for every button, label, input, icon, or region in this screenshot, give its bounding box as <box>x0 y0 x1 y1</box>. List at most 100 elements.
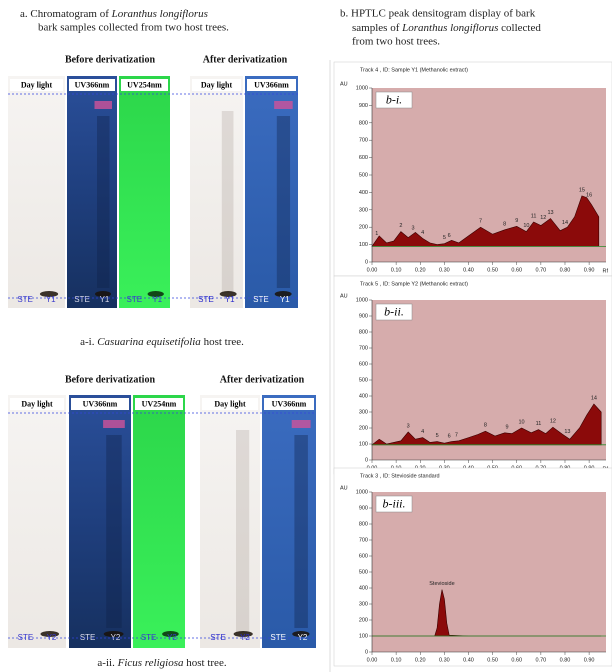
tlc-plate <box>8 76 65 308</box>
tlc-plate <box>190 76 243 308</box>
heading: After derivatization <box>220 374 305 385</box>
x-tick-label: 0.90 <box>584 657 595 663</box>
y-tick-label: 800 <box>359 521 368 527</box>
plate-label: Day light <box>21 80 53 89</box>
x-tick-label: 0.90 <box>584 267 595 273</box>
band <box>95 101 113 109</box>
y-tick-label: 700 <box>359 138 368 144</box>
lane-label: STE <box>253 295 269 304</box>
x-tick-label: 0.50 <box>487 267 498 273</box>
tlc-plate <box>133 395 185 648</box>
plate-label: Day light <box>21 399 53 408</box>
lane-label: STE <box>127 295 143 304</box>
y-tick-label: 900 <box>359 313 368 319</box>
x-tick-label: 0.30 <box>439 267 450 273</box>
y-tick-label: 500 <box>359 172 368 178</box>
plate-label: UV366nm <box>272 399 307 408</box>
y-tick-label: 300 <box>359 409 368 415</box>
y-tick-label: 100 <box>359 242 368 248</box>
peak-label: 3 <box>407 423 410 429</box>
y-tick-label: 600 <box>359 553 368 559</box>
caption-b: from two host trees. <box>352 36 440 48</box>
lane-label: Y1 <box>280 295 290 304</box>
plate-label: UV366nm <box>254 80 289 89</box>
peak-label: 11 <box>536 421 542 427</box>
x-tick-label: 0.80 <box>560 657 571 663</box>
x-tick-label: 0.20 <box>415 657 426 663</box>
caption-b: b. HPTLC peak densitogram display of bar… <box>340 8 536 20</box>
panel-title: Track 4 , ID: Sample Y1 (Methanolic extr… <box>360 67 468 73</box>
tlc-plate <box>8 395 66 648</box>
caption-part: host tree. <box>204 336 245 348</box>
peak-label: 13 <box>564 429 570 435</box>
y-tick-label: 500 <box>359 569 368 575</box>
plate-label: UV366nm <box>83 399 118 408</box>
x-tick-label: 0.70 <box>536 267 547 273</box>
panel-label: b-iii. <box>383 496 406 510</box>
lane-label: Y1 <box>100 295 110 304</box>
x-tick-label: 0.10 <box>391 267 402 273</box>
peak-label: 4 <box>421 429 424 435</box>
peak-label: 9 <box>515 218 518 224</box>
peak-label: 5 <box>436 433 439 439</box>
x-axis-label: Rf <box>603 268 609 274</box>
y-tick-label: 1000 <box>356 489 368 495</box>
peak-label: 12 <box>540 215 546 221</box>
x-tick-label: 0.20 <box>415 267 426 273</box>
y-tick-label: 200 <box>359 617 368 623</box>
peak-label: 8 <box>484 423 487 429</box>
band <box>97 116 110 288</box>
peak-label: 7 <box>479 219 482 225</box>
tlc-plate <box>200 395 260 648</box>
lane-label: STE <box>74 295 90 304</box>
lane-label: Y1 <box>152 295 162 304</box>
lane-label: Y1 <box>46 295 56 304</box>
y-tick-label: 100 <box>359 633 368 639</box>
lane-label: STE <box>17 295 33 304</box>
heading: Before derivatization <box>65 54 156 65</box>
y-tick-label: 1000 <box>356 297 368 303</box>
x-tick-label: 0.60 <box>511 267 522 273</box>
band <box>106 435 122 628</box>
y-tick-label: 500 <box>359 377 368 383</box>
band <box>294 435 308 628</box>
y-tick-label: 800 <box>359 120 368 126</box>
y-tick-label: 900 <box>359 103 368 109</box>
peak-label: 15 <box>579 187 585 193</box>
panel-title: Track 5 , ID: Sample Y2 (Methanolic extr… <box>360 281 468 287</box>
x-tick-label: 0.80 <box>560 267 571 273</box>
caption-part: a-ii. <box>97 657 115 669</box>
peak-label: 10 <box>519 419 525 425</box>
band <box>103 420 125 428</box>
caption-part: Casuarina equisetifolia <box>97 336 201 348</box>
y-tick-label: 400 <box>359 393 368 399</box>
x-tick-label: 0.10 <box>391 657 402 663</box>
x-tick-label: 0.00 <box>367 267 378 273</box>
x-tick-label: 0.50 <box>487 657 498 663</box>
tlc-plate <box>119 76 170 308</box>
plate-label: Day light <box>201 80 233 89</box>
plate-label: Day light <box>214 399 246 408</box>
peak-label: Stevioside <box>429 581 454 587</box>
peak-label: 7 <box>455 433 458 439</box>
x-tick-label: 0.40 <box>463 657 474 663</box>
y-tick-label: 400 <box>359 190 368 196</box>
band <box>236 430 249 633</box>
y-tick-label: 400 <box>359 585 368 591</box>
heading: After derivatization <box>203 54 288 65</box>
y-tick-label: 300 <box>359 207 368 213</box>
peak-label: 4 <box>421 230 424 236</box>
caption: a-ii. Ficus religiosa host tree. <box>97 657 226 669</box>
peak-label: 5 <box>443 235 446 241</box>
caption-part: a-i. <box>80 336 95 348</box>
peak-label: 3 <box>411 226 414 232</box>
caption-a: bark samples collected from two host tre… <box>38 22 229 34</box>
y-tick-label: 200 <box>359 425 368 431</box>
band <box>277 116 290 288</box>
caption-part: Ficus religiosa <box>117 657 184 669</box>
x-tick-label: 0.60 <box>511 657 522 663</box>
caption-part: host tree. <box>186 657 227 669</box>
band <box>222 111 234 293</box>
plate-label: UV366nm <box>75 80 110 89</box>
peak-label: 10 <box>523 223 529 229</box>
